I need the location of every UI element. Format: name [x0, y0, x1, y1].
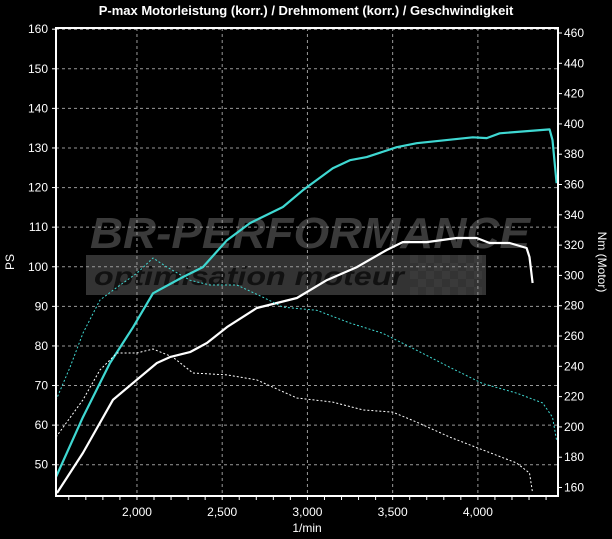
y-right-tick-label: 460 [564, 26, 584, 40]
checker-square [442, 271, 450, 279]
checker-square [434, 263, 442, 271]
y-right-tick-label: 280 [564, 299, 584, 313]
x-tick-label: 3,000 [292, 505, 322, 519]
y-left-tick-label: 60 [35, 418, 49, 432]
y-left-tick-label: 50 [35, 458, 49, 472]
solid-cyan-curve [54, 128, 558, 478]
y-right-tick-label: 180 [564, 450, 584, 464]
y-right-tick-label: 220 [564, 390, 584, 404]
y-right-tick-label: 200 [564, 420, 584, 434]
y-right-tick-label: 300 [564, 268, 584, 282]
x-tick-label: 2,000 [122, 505, 152, 519]
y-right-tick-label: 420 [564, 87, 584, 101]
x-tick-label: 3,500 [378, 505, 408, 519]
y-axis-left-label: PS [3, 254, 17, 270]
y-right-tick-label: 340 [564, 208, 584, 222]
y-left-tick-label: 120 [28, 181, 48, 195]
checker-square [434, 279, 442, 287]
y-right-tick-label: 380 [564, 147, 584, 161]
checker-square [458, 271, 466, 279]
checker-square [442, 287, 450, 295]
br-performance-watermark: BR-PERFORMANCE optimisation moteur [86, 209, 532, 295]
y-left-tick-label: 140 [28, 101, 48, 115]
dashed-white-curve [55, 348, 534, 494]
x-tick-label: 4,000 [463, 505, 493, 519]
y-left-tick-label: 110 [29, 220, 48, 234]
y-right-tick-label: 320 [564, 238, 584, 252]
checker-square [450, 279, 458, 287]
y-left-tick-label: 100 [28, 260, 48, 274]
checker-square [410, 255, 418, 263]
y-axis-right-label: Nm (Motor) [595, 232, 609, 293]
y-right-tick-label: 360 [564, 178, 584, 192]
curves [54, 128, 558, 494]
y-left-tick-label: 160 [28, 22, 48, 36]
checker-square [458, 255, 466, 263]
checker-square [426, 287, 434, 295]
watermark-band [86, 255, 486, 295]
checker-square [426, 271, 434, 279]
watermark-line1: BR-PERFORMANCE [90, 209, 532, 258]
checker-square [426, 255, 434, 263]
dashed-cyan-curve [55, 257, 558, 441]
y-right-tick-label: 160 [564, 481, 584, 495]
y-axis-right: 160 180 200 220 240 260 280 300 320 340 360 380 400 4… [558, 26, 584, 495]
chart-title: P-max Motorleistung (korr.) / Drehmoment… [99, 3, 514, 18]
checker-square [442, 255, 450, 263]
checker-square [474, 287, 482, 295]
checker-square [410, 271, 418, 279]
y-right-tick-label: 260 [564, 329, 584, 343]
y-axis-left: 50 60 70 80 90 100 110 120 130 140 150 160 [28, 22, 56, 472]
y-left-tick-label: 80 [35, 339, 49, 353]
grid [56, 28, 558, 496]
y-left-tick-label: 130 [28, 141, 48, 155]
y-left-tick-label: 90 [35, 299, 49, 313]
y-right-tick-label: 240 [564, 359, 584, 373]
y-right-tick-label: 440 [564, 56, 584, 70]
x-tick-label: 2,500 [207, 505, 237, 519]
y-left-tick-label: 150 [28, 62, 48, 76]
y-left-tick-label: 70 [35, 379, 49, 393]
checker-square [410, 287, 418, 295]
checker-square [466, 279, 474, 287]
x-axis-label: 1/min [292, 521, 321, 535]
watermark-line2: optimisation moteur [94, 261, 406, 291]
x-axis: 2,000 2,500 3,000 3,500 4,000 [68, 496, 547, 519]
checker-square [418, 279, 426, 287]
y-right-tick-label: 400 [564, 117, 584, 131]
solid-white-curve [56, 236, 534, 494]
checker-square [458, 287, 466, 295]
